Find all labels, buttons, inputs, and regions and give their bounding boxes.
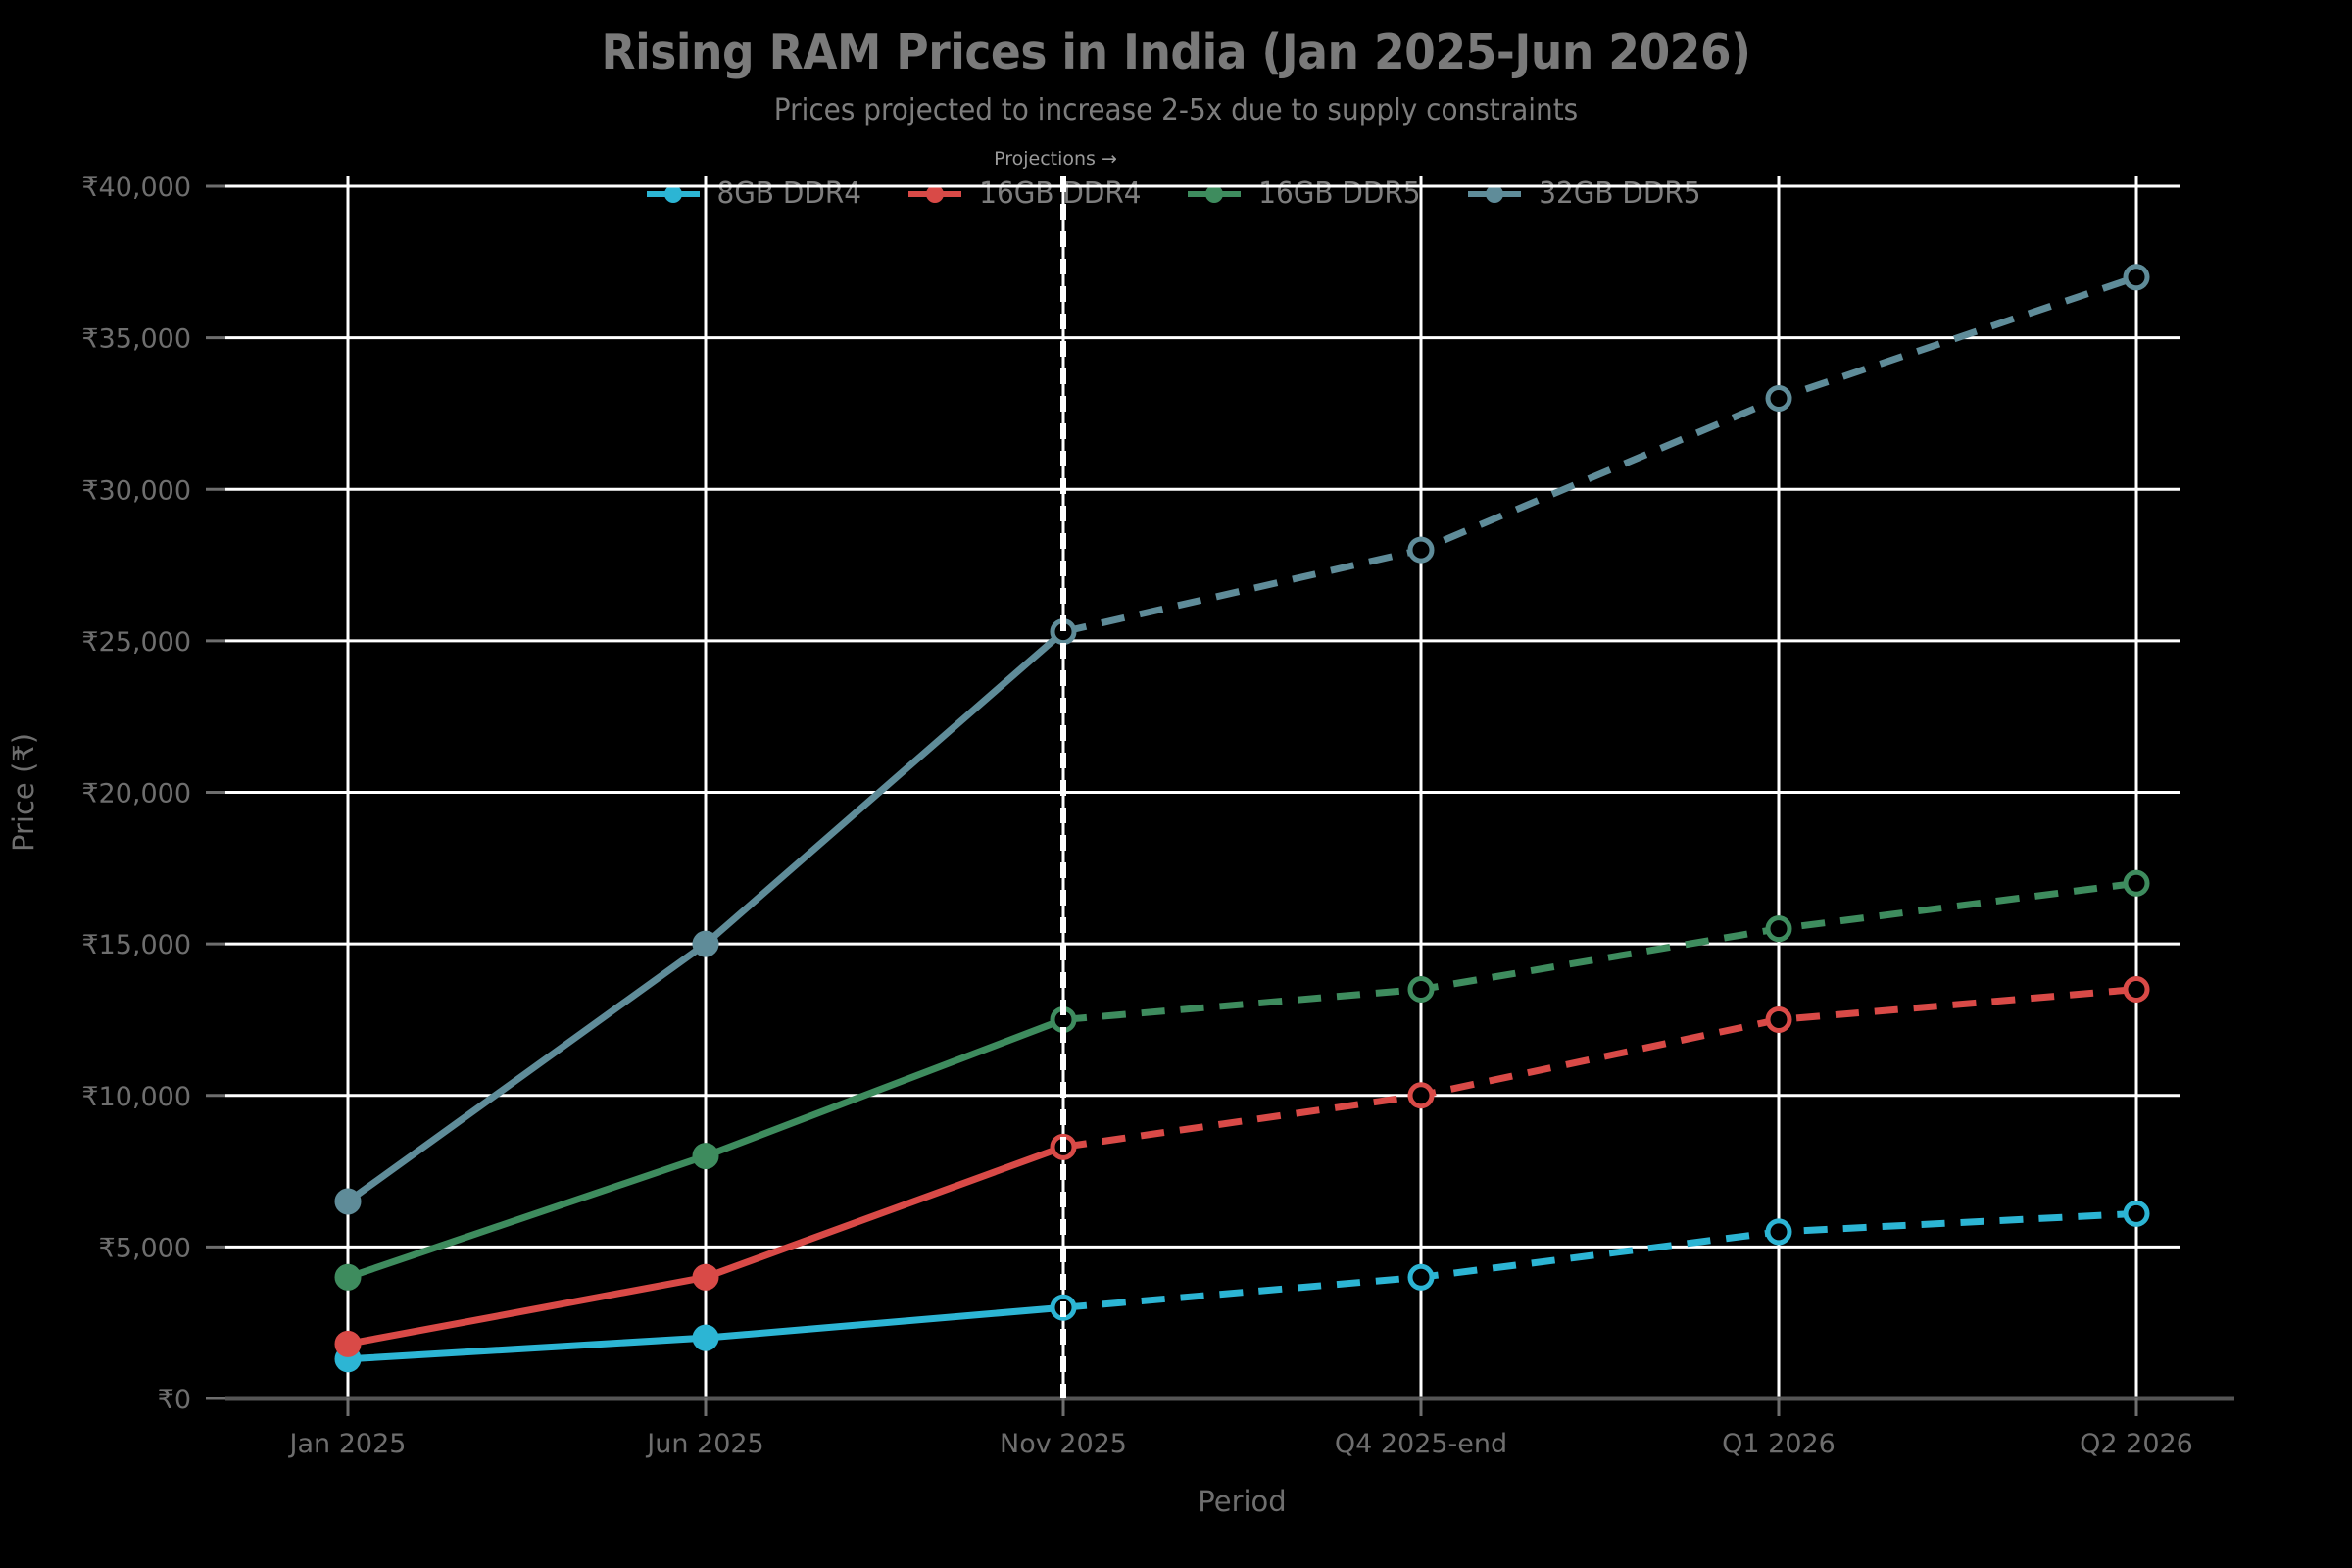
legend-item-8gb-ddr4[interactable]: 8GB DDR4 — [645, 176, 867, 211]
legend-swatch-icon — [907, 184, 961, 203]
x-tick-label: Q4 2025-end — [1335, 1429, 1507, 1459]
legend-swatch-icon — [1188, 184, 1242, 203]
y-tick-label: ₹30,000 — [81, 475, 191, 506]
y-tick-label: ₹0 — [158, 1385, 191, 1415]
data-point-marker[interactable] — [334, 1263, 362, 1291]
legend-item-16gb-ddr4[interactable]: 16GB DDR4 — [906, 176, 1148, 211]
legend-label: 16GB DDR4 — [978, 176, 1142, 211]
data-point-marker[interactable] — [1765, 1218, 1792, 1246]
data-point-marker[interactable] — [2123, 1200, 2150, 1227]
chart-header: Rising RAM Prices in India (Jan 2025-Jun… — [0, 0, 2352, 126]
series-segment-projected — [1062, 1209, 2137, 1311]
legend-swatch-icon — [1468, 184, 1522, 203]
series-line-16gb-ddr4 — [334, 976, 2150, 1357]
y-axis-title: Price (₹) — [7, 733, 40, 852]
series-segment-projected — [1062, 986, 2137, 1151]
chart-subtitle: Prices projected to increase 2-5x due to… — [773, 93, 1579, 128]
legend-label: 16GB DDR5 — [1258, 176, 1421, 211]
x-axis-ticks: Jan 2025 Jun 2025 Nov 2025 Q4 2025-end Q1 20… — [288, 1398, 2193, 1459]
y-tick-label: ₹15,000 — [81, 930, 191, 960]
series-line-16gb-ddr5 — [334, 869, 2150, 1291]
legend-label: 32GB DDR5 — [1539, 176, 1701, 211]
legend-swatch-icon — [647, 184, 701, 203]
x-tick-label: Q1 2026 — [1722, 1429, 1836, 1459]
y-axis-ticks: ₹0 ₹5,000 ₹10,000 ₹15,000 ₹20,000 ₹25,000 ₹30,… — [81, 172, 225, 1415]
data-point-marker[interactable] — [692, 1143, 719, 1170]
x-axis-title: Period — [1198, 1485, 1286, 1518]
legend-item-32gb-ddr5[interactable]: 32GB DDR5 — [1466, 176, 1707, 211]
data-point-marker[interactable] — [1765, 1005, 1792, 1033]
data-point-marker[interactable] — [2123, 976, 2150, 1004]
data-point-marker[interactable] — [1765, 384, 1792, 412]
projections-annotation: Projections → — [994, 148, 1117, 170]
x-tick-label: Jun 2025 — [645, 1429, 763, 1459]
x-tick-label: Jan 2025 — [288, 1429, 407, 1459]
legend-label: 8GB DDR4 — [716, 176, 862, 211]
y-tick-label: ₹10,000 — [81, 1082, 191, 1112]
data-point-marker[interactable] — [1407, 1263, 1435, 1291]
x-tick-label: Nov 2025 — [1000, 1429, 1127, 1459]
chart-legend: 8GB DDR4 16GB DDR4 16GB DDR5 32GB DDR5 — [0, 176, 2352, 211]
series-segment-projected — [1062, 879, 2137, 1023]
data-point-marker[interactable] — [692, 1263, 719, 1291]
data-point-marker[interactable] — [692, 1324, 719, 1351]
data-point-marker[interactable] — [2123, 869, 2150, 897]
y-tick-label: ₹20,000 — [81, 779, 191, 809]
data-point-marker[interactable] — [692, 930, 719, 957]
series-line-32gb-ddr5 — [334, 264, 2150, 1215]
y-tick-label: ₹35,000 — [81, 324, 191, 355]
data-point-marker[interactable] — [2123, 264, 2150, 291]
data-point-marker[interactable] — [1407, 536, 1435, 564]
series-segment-projected — [1062, 273, 2138, 636]
x-tick-label: Q2 2026 — [2080, 1429, 2193, 1459]
data-point-marker[interactable] — [1407, 1082, 1435, 1109]
data-point-marker[interactable] — [1407, 976, 1435, 1004]
y-tick-label: ₹40,000 — [81, 172, 191, 203]
chart-title: Rising RAM Prices in India (Jan 2025-Jun… — [601, 24, 1751, 80]
data-point-marker[interactable] — [1765, 915, 1792, 943]
data-point-marker[interactable] — [334, 1330, 362, 1357]
y-tick-label: ₹5,000 — [99, 1233, 191, 1263]
data-point-marker[interactable] — [334, 1188, 362, 1215]
series-line-8gb-ddr4 — [334, 1200, 2150, 1373]
y-tick-label: ₹25,000 — [81, 627, 191, 658]
legend-item-16gb-ddr5[interactable]: 16GB DDR5 — [1186, 176, 1427, 211]
